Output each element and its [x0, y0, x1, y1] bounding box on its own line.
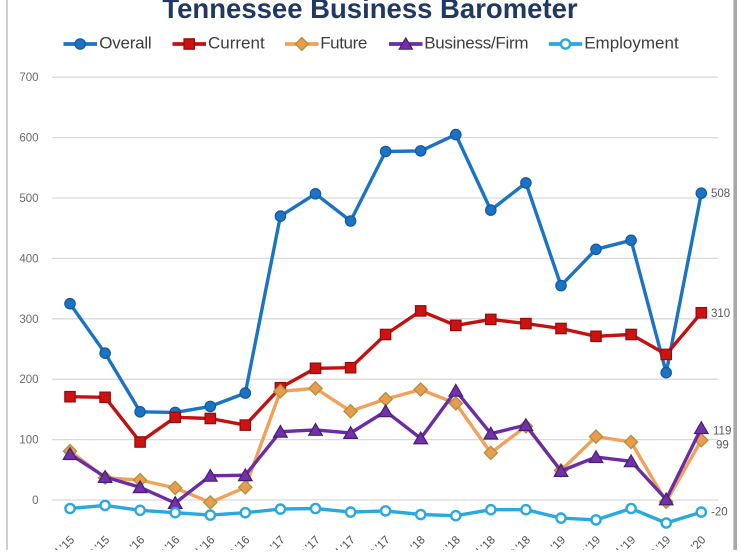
svg-text:Jul '18: Jul '18 — [466, 534, 498, 550]
svg-text:Oct '15: Oct '15 — [78, 534, 112, 550]
svg-text:Future: Future — [320, 34, 367, 53]
svg-text:Jul '19: Jul '19 — [606, 534, 638, 550]
svg-text:Jan '16: Jan '16 — [113, 534, 147, 550]
svg-text:Employment: Employment — [584, 34, 679, 53]
svg-text:508: 508 — [711, 188, 730, 200]
svg-text:700: 700 — [19, 72, 38, 84]
svg-text:Jul '17: Jul '17 — [326, 534, 358, 550]
svg-text:Apr '18: Apr '18 — [429, 534, 463, 550]
svg-text:Oct '18: Oct '18 — [499, 534, 533, 550]
svg-text:Apr '17: Apr '17 — [289, 534, 323, 550]
svg-text:100: 100 — [19, 435, 38, 447]
svg-text:300: 300 — [19, 314, 38, 326]
svg-text:310: 310 — [711, 308, 730, 320]
svg-text:Business/Firm: Business/Firm — [424, 34, 528, 53]
svg-text:200: 200 — [19, 374, 38, 386]
svg-text:Apr '19: Apr '19 — [569, 534, 603, 550]
svg-text:400: 400 — [19, 253, 38, 265]
svg-text:Oct '19: Oct '19 — [639, 534, 673, 550]
svg-text:119: 119 — [713, 426, 731, 438]
svg-text:Jan '18: Jan '18 — [393, 534, 427, 550]
svg-text:99: 99 — [716, 440, 729, 452]
svg-text:-20: -20 — [711, 507, 728, 519]
svg-text:Current: Current — [208, 34, 265, 53]
svg-text:0: 0 — [32, 495, 38, 507]
svg-text:Jan '17: Jan '17 — [253, 534, 287, 550]
svg-text:500: 500 — [19, 193, 38, 205]
svg-text:Oct '16: Oct '16 — [218, 534, 252, 550]
svg-text:Jan '19: Jan '19 — [534, 534, 568, 550]
svg-text:Jul '15: Jul '15 — [45, 534, 77, 550]
svg-text:Jul '16: Jul '16 — [186, 534, 218, 550]
svg-text:Overall: Overall — [99, 34, 151, 53]
svg-text:600: 600 — [19, 133, 38, 145]
svg-text:Apr '16: Apr '16 — [148, 534, 182, 550]
svg-text:Oct '17: Oct '17 — [359, 534, 393, 550]
svg-text:Jan '20: Jan '20 — [674, 534, 708, 550]
